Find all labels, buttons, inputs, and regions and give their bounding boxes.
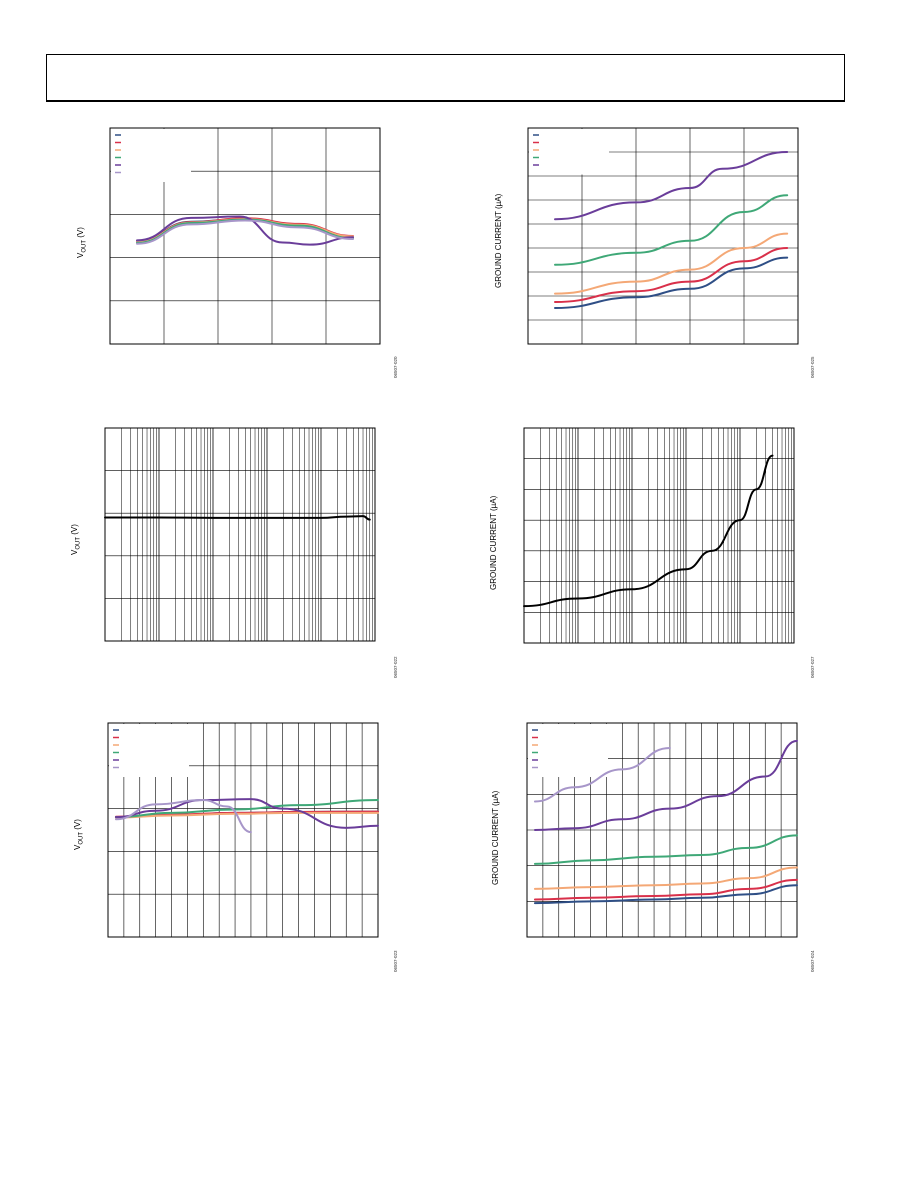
series-line-4 <box>554 194 789 266</box>
series-line-5 <box>533 739 798 831</box>
ylabel-main: GROUND CURRENT (µA) <box>489 495 498 590</box>
chart-1-ylabel: VOUT (V) <box>76 227 88 258</box>
series-line-1 <box>554 256 789 309</box>
chart-1-code: 06507-020 <box>393 356 398 378</box>
series-line-4 <box>114 799 379 819</box>
legend-box <box>109 724 189 777</box>
series-line-2 <box>554 247 789 303</box>
ylabel-tail: (V) <box>76 227 85 240</box>
page-header-box <box>46 54 845 102</box>
plot-frame <box>107 722 379 938</box>
ylabel-sub: OUT <box>81 239 88 253</box>
legend-box <box>529 129 609 175</box>
plot-frame <box>527 127 799 345</box>
chart-4-ylabel: GROUND CURRENT (µA) <box>489 496 498 590</box>
ylabel-main: V <box>70 549 79 555</box>
series-line-3 <box>554 232 789 295</box>
series-line-5 <box>554 151 789 221</box>
plot-frame <box>523 427 795 644</box>
plot-frame <box>104 427 376 642</box>
chart-3-code: 06507-022 <box>393 656 398 678</box>
ylabel-sub: OUT <box>75 536 82 550</box>
chart-6-code: 06507-024 <box>810 950 815 972</box>
chart-6-ylabel: GROUND CURRENT (µA) <box>491 791 500 885</box>
series-line-2 <box>533 878 798 901</box>
series-line-4 <box>533 834 798 865</box>
ylabel-sub: OUT <box>78 831 85 845</box>
chart-5-ylabel: VOUT (V) <box>73 819 85 850</box>
plot-frame <box>526 722 798 938</box>
series-line-6 <box>136 219 354 245</box>
series-line-5 <box>114 798 379 829</box>
legend-box <box>111 129 191 182</box>
legend-box <box>528 724 608 777</box>
series-line-6 <box>114 799 252 834</box>
chart-5-code: 06507-023 <box>393 950 398 972</box>
series-line-1 <box>523 454 774 608</box>
series-line-5 <box>136 215 354 246</box>
chart-2-ylabel: GROUND CURRENT (µA) <box>494 194 503 288</box>
series-line-6 <box>533 746 671 803</box>
ylabel-main: V <box>76 252 85 258</box>
ylabel-main: V <box>73 844 82 850</box>
series-line-1 <box>533 884 798 905</box>
ylabel-main: GROUND CURRENT (µA) <box>491 790 500 885</box>
chart-3-ylabel: VOUT (V) <box>70 524 82 555</box>
ylabel-tail: (V) <box>73 819 82 832</box>
chart-4-code: 06507-027 <box>810 656 815 678</box>
plot-frame <box>109 127 381 345</box>
ylabel-tail: (V) <box>70 524 79 537</box>
series-line-3 <box>533 866 798 890</box>
chart-2-code: 06507-025 <box>810 356 815 378</box>
series-line-1 <box>104 515 371 521</box>
ylabel-main: GROUND CURRENT (µA) <box>494 193 503 288</box>
